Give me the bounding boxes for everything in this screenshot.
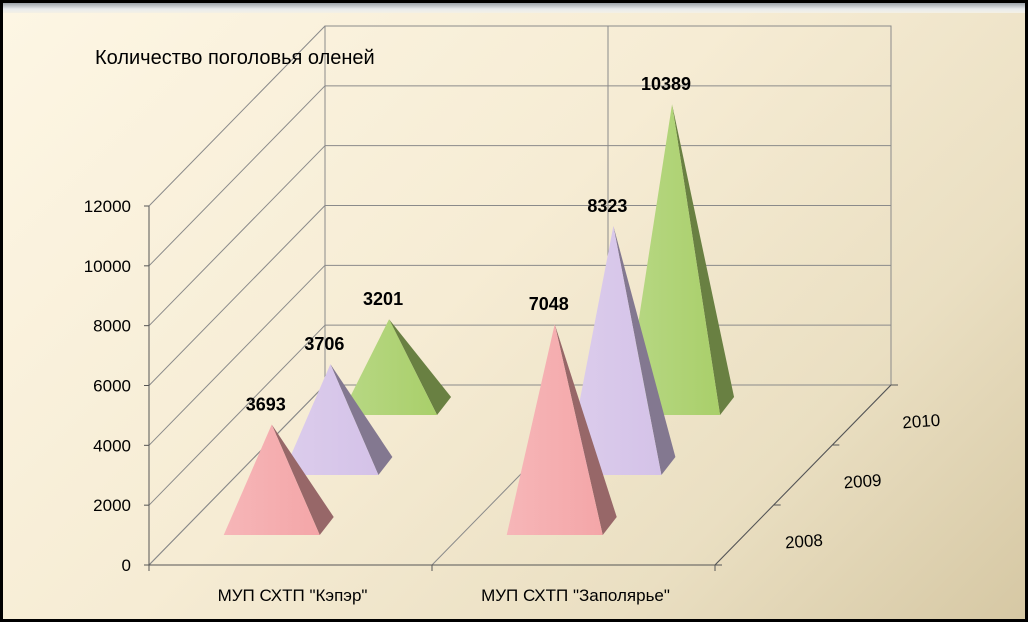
y-tick-label: 0: [122, 556, 131, 575]
data-label: 3706: [304, 334, 344, 354]
data-labels: 3201 10389 3706 8323 3693 7048: [246, 74, 691, 414]
side-gridline: [148, 264, 326, 446]
y-tick-label: 2000: [93, 496, 131, 515]
category-label: МУП СХТП "Заполярье": [481, 586, 670, 605]
category-label: МУП СХТП "Кэпэр": [218, 586, 368, 605]
data-label: 3693: [246, 395, 286, 415]
y-tick-label: 8000: [93, 317, 131, 336]
pyramid-side-face: [271, 424, 334, 535]
y-tick-label: 10000: [84, 257, 131, 276]
data-label: 3201: [363, 289, 403, 309]
series-axis-line: [714, 384, 892, 566]
series-axis: 2008 2009 2010: [714, 384, 941, 566]
pyramid-side-face: [613, 226, 676, 475]
pyramid-side-face: [554, 324, 617, 535]
pyramid-front-face: [624, 104, 721, 416]
chart-title: Количество поголовья оленей: [95, 47, 375, 69]
side-gridline: [148, 145, 326, 327]
side-gridline: [148, 324, 326, 506]
window-top-bar: [3, 3, 1025, 13]
data-label: 8323: [587, 196, 627, 216]
pyramid-front-face: [341, 319, 438, 415]
pyramid-side-face: [389, 319, 452, 415]
data-label: 10389: [641, 74, 691, 94]
side-gridline: [148, 25, 326, 207]
pyramid-mark: [506, 324, 617, 535]
pyramid-side-face: [672, 104, 735, 416]
pyramid-front-face: [282, 364, 379, 475]
y-tick-label: 12000: [84, 197, 131, 216]
chart-marks: [223, 104, 735, 535]
pyramid-chart: Количество поголовья оленей 0 2000 4000 600…: [84, 25, 941, 605]
series-label: 2008: [784, 531, 823, 553]
y-tick-label: 4000: [93, 436, 131, 455]
series-label: 2009: [843, 471, 882, 493]
x-axis: МУП СХТП "Кэпэр" МУП СХТП "Заполярье": [148, 564, 716, 605]
pyramid-side-face: [330, 364, 393, 475]
side-gridline: [148, 85, 326, 267]
pyramid-mark: [565, 226, 676, 475]
pyramid-mark: [624, 104, 735, 416]
pyramid-front-face: [223, 424, 320, 535]
series-label: 2010: [902, 411, 941, 433]
data-label: 7048: [529, 294, 569, 314]
pyramid-mark: [282, 364, 393, 475]
pyramid-mark: [341, 319, 452, 415]
y-axis: 0 2000 4000 6000 8000 10000 12000: [84, 197, 150, 575]
y-tick-label: 6000: [93, 377, 131, 396]
pyramid-front-face: [506, 324, 603, 535]
side-gridline: [148, 205, 326, 386]
pyramid-mark: [223, 424, 334, 535]
pyramid-front-face: [565, 226, 662, 475]
